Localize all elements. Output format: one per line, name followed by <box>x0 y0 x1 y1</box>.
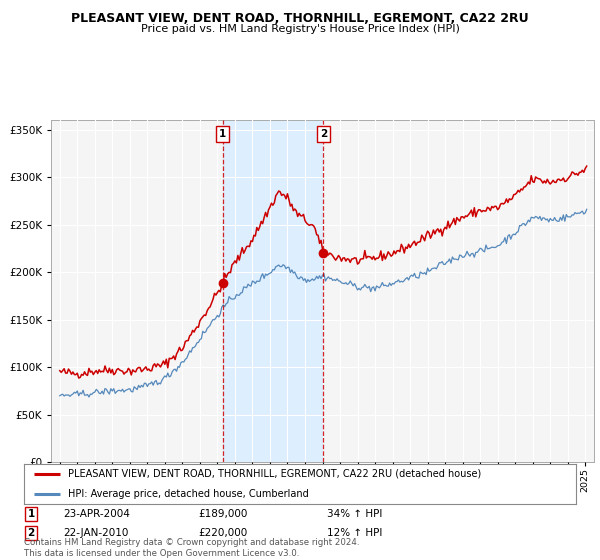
Text: 1: 1 <box>219 129 226 139</box>
Text: 2: 2 <box>320 129 327 139</box>
Text: 22-JAN-2010: 22-JAN-2010 <box>63 528 128 538</box>
Text: 34% ↑ HPI: 34% ↑ HPI <box>327 509 382 519</box>
Text: £189,000: £189,000 <box>198 509 247 519</box>
Text: 23-APR-2004: 23-APR-2004 <box>63 509 130 519</box>
Text: 12% ↑ HPI: 12% ↑ HPI <box>327 528 382 538</box>
Text: 1: 1 <box>28 509 35 519</box>
Text: Price paid vs. HM Land Registry's House Price Index (HPI): Price paid vs. HM Land Registry's House … <box>140 24 460 34</box>
Text: PLEASANT VIEW, DENT ROAD, THORNHILL, EGREMONT, CA22 2RU (detached house): PLEASANT VIEW, DENT ROAD, THORNHILL, EGR… <box>68 469 481 479</box>
Text: PLEASANT VIEW, DENT ROAD, THORNHILL, EGREMONT, CA22 2RU: PLEASANT VIEW, DENT ROAD, THORNHILL, EGR… <box>71 12 529 25</box>
Text: 2: 2 <box>28 528 35 538</box>
Text: HPI: Average price, detached house, Cumberland: HPI: Average price, detached house, Cumb… <box>68 489 309 499</box>
Text: £220,000: £220,000 <box>198 528 247 538</box>
Bar <box>223 120 323 462</box>
Text: Contains HM Land Registry data © Crown copyright and database right 2024.
This d: Contains HM Land Registry data © Crown c… <box>24 538 359 558</box>
